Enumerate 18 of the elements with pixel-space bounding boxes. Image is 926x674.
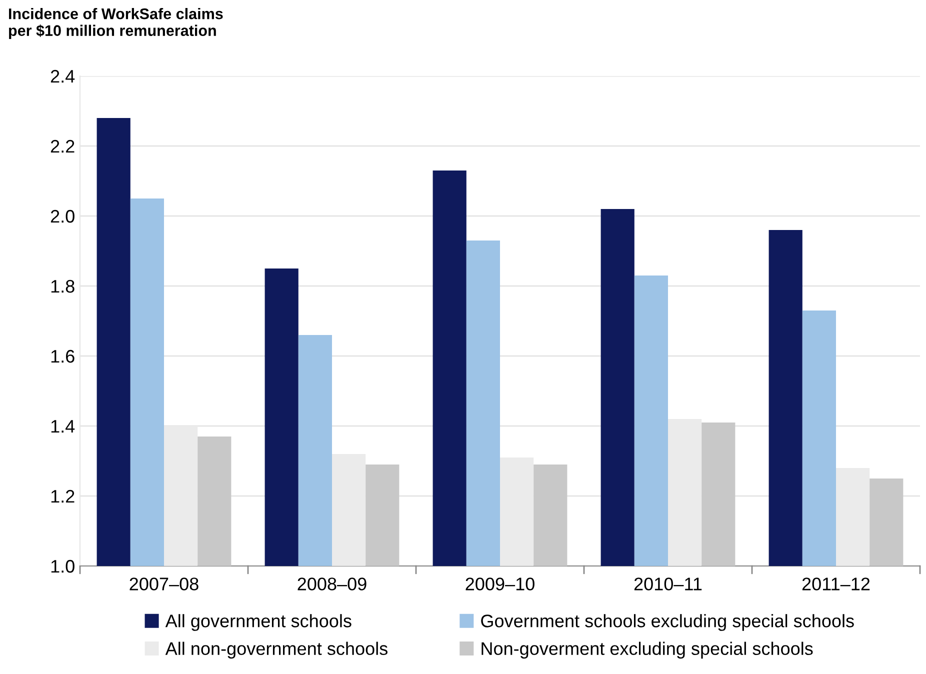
y-tick-label: 1.8 [51, 280, 74, 293]
legend-label: All non-government schools [165, 642, 388, 659]
x-tick-label: 2010–11 [634, 578, 702, 590]
y-axis-title: Incidence of WorkSafe claims per $10 million remuneration [9, 8, 223, 40]
y-tick-label: 1.4 [51, 420, 75, 433]
y-tick-label: 2.2 [50, 140, 74, 153]
x-tick-label: 2009–10 [466, 578, 534, 590]
x-tick-label: 2007–08 [130, 578, 198, 590]
y-tick-label: 1.6 [51, 350, 74, 363]
legend-label: All government schools [165, 614, 352, 631]
y-tick-label: 1.0 [51, 560, 74, 573]
y-tick-label: 1.2 [51, 490, 74, 503]
x-tick-label: 2008–09 [298, 578, 366, 590]
legend-label: Government schools excluding special schools [481, 614, 854, 631]
x-tick-label: 2011–12 [802, 578, 870, 590]
y-tick-label: 2.0 [50, 210, 74, 223]
y-tick-label: 2.4 [50, 70, 75, 83]
legend-label: Non-goverment excluding special schools [482, 642, 813, 659]
